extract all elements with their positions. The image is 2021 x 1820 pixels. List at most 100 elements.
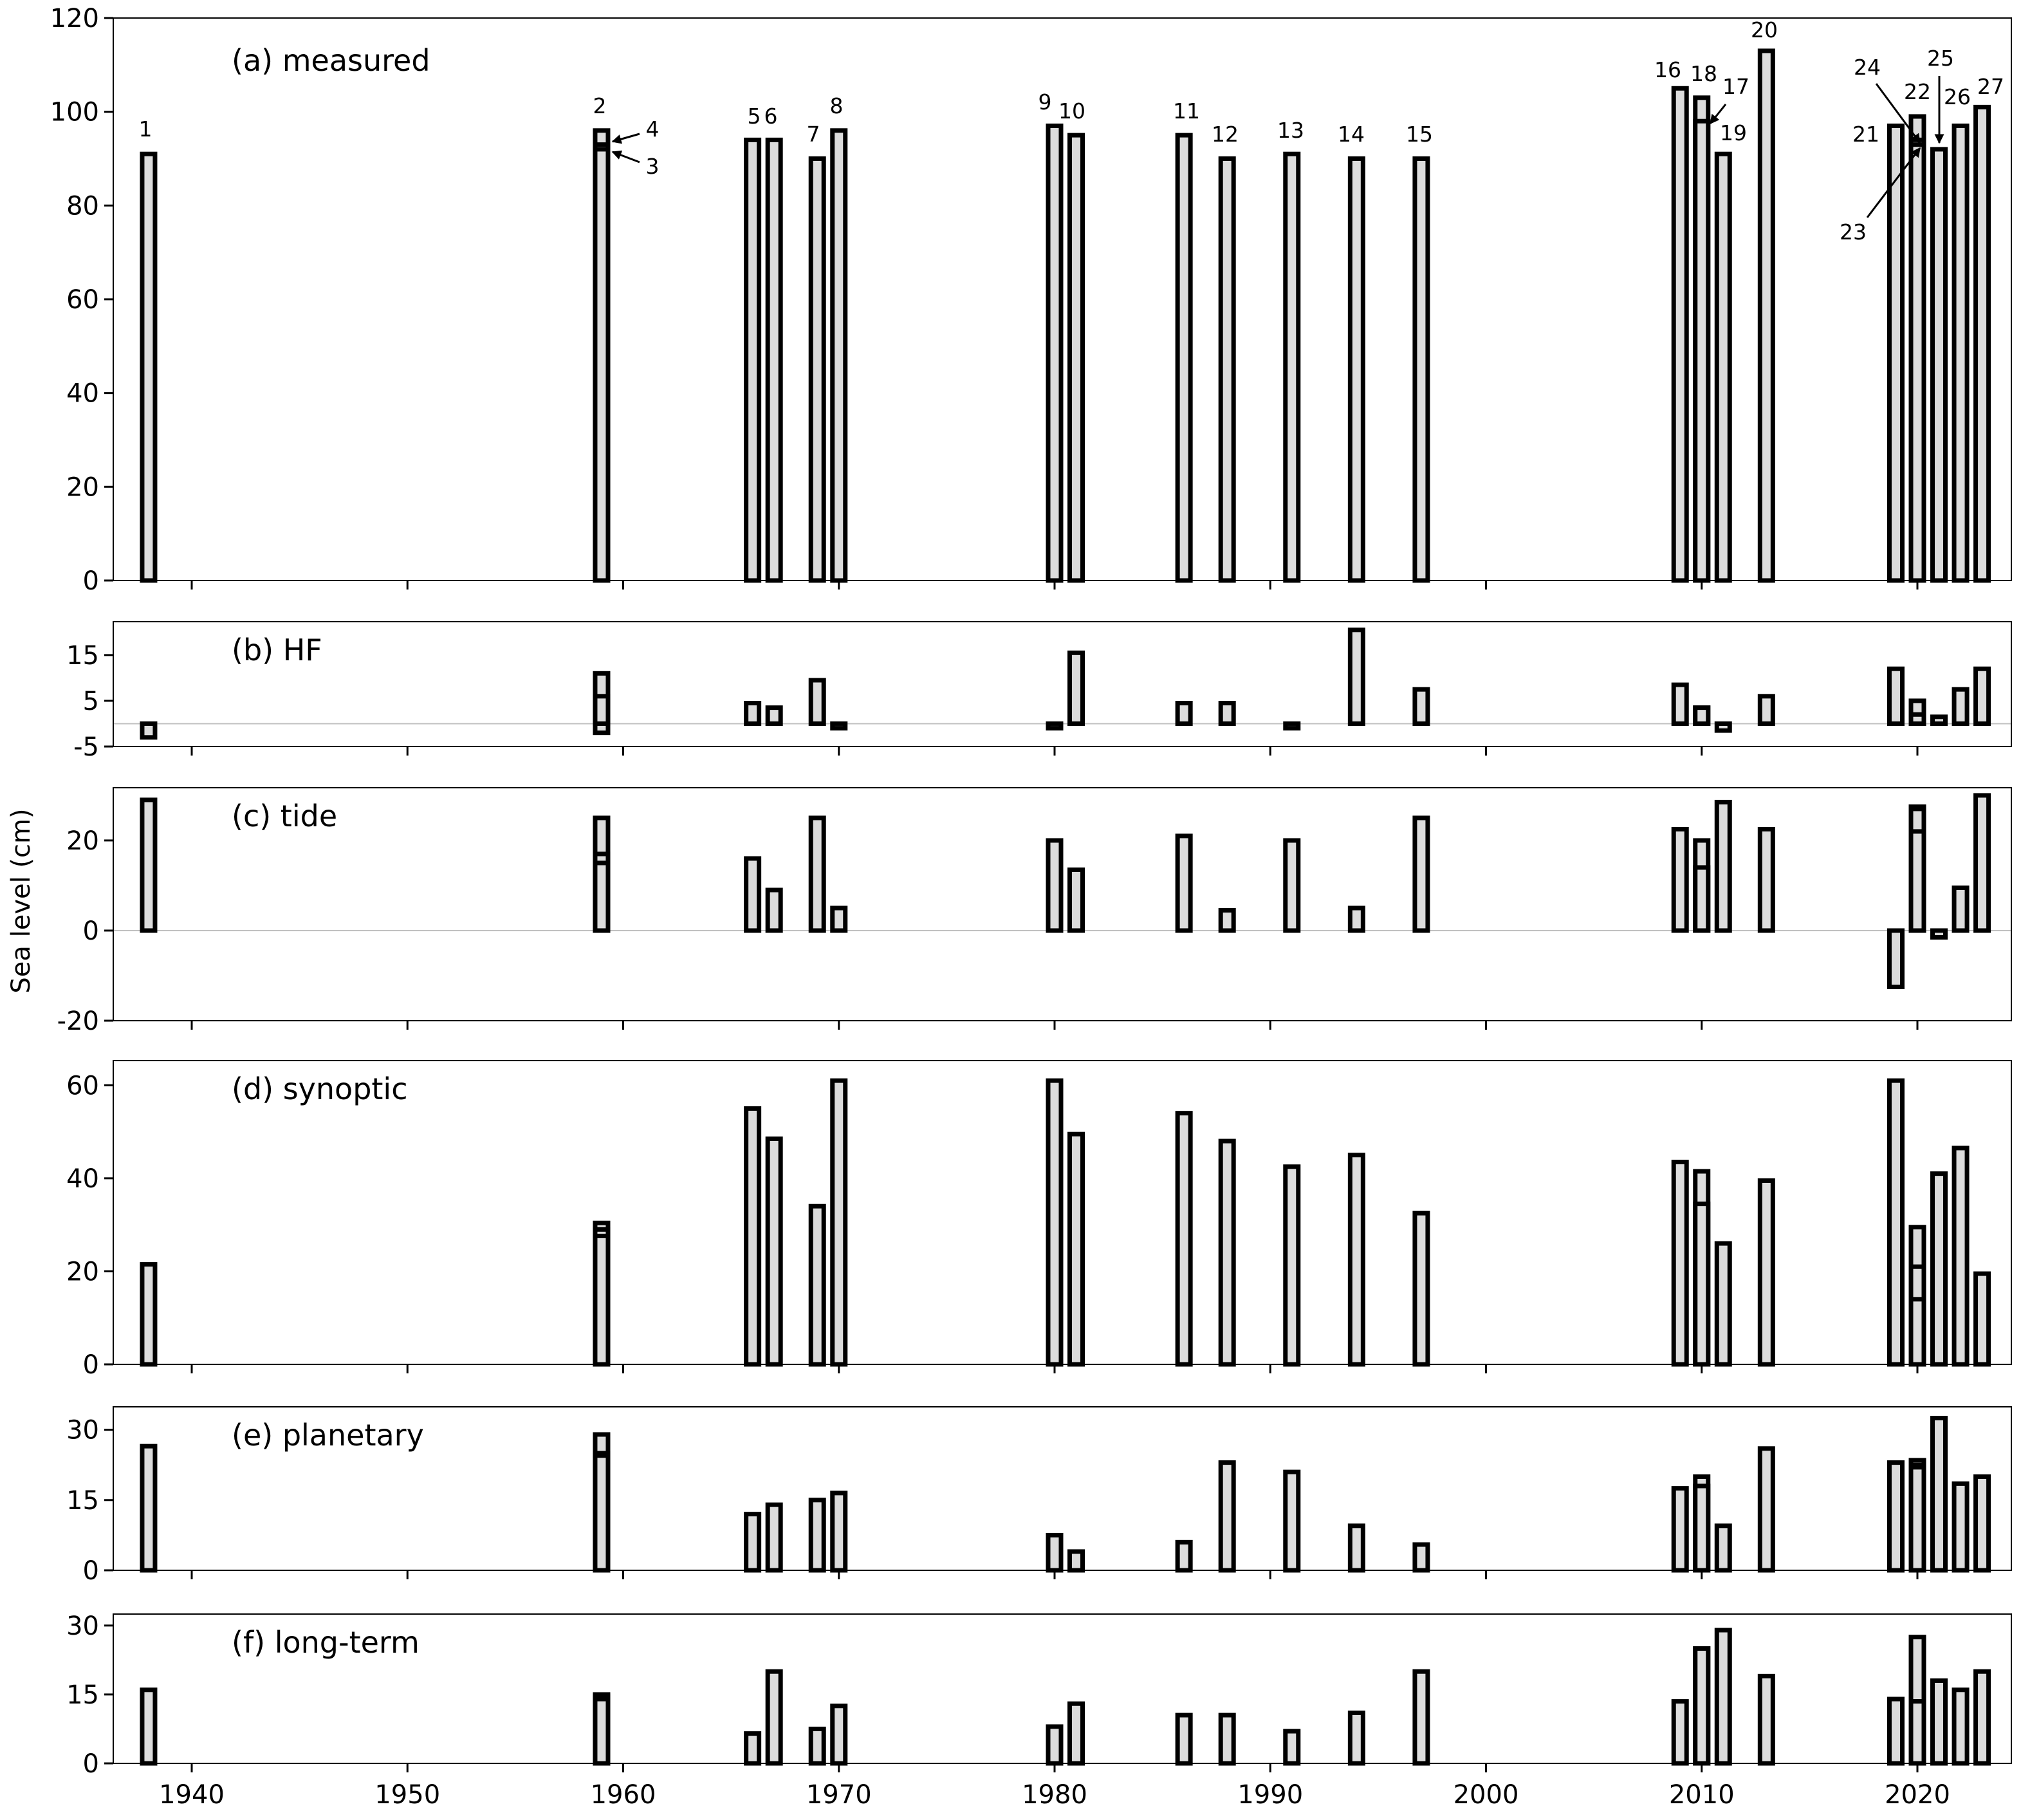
arrow-icon [1866,147,1921,218]
event-label-1: 1 [139,116,152,142]
bar-event-12 [1218,1713,1236,1766]
y-tick-label: 0 [83,1556,99,1586]
bar-event-20 [1757,48,1775,583]
bar-event-27 [1973,793,1991,933]
panel-title: (a) measured [232,43,430,78]
arrow-icon [1875,83,1921,144]
bar-event-8 [830,128,848,583]
bar-event-19 [1714,799,1732,933]
y-tick-label: 30 [66,1611,99,1641]
x-tick-label: 1940 [159,1780,225,1810]
event-label-12: 12 [1212,122,1239,147]
y-axis-label: Sea level (cm) [6,808,36,993]
bar-event-19 [1714,151,1732,583]
y-tick-label: 0 [83,1749,99,1779]
bar-event-14 [1347,627,1365,726]
y-tick-label: 20 [66,826,99,856]
bar-event-16 [1671,86,1689,583]
y-tick-label: 120 [50,4,99,33]
bar-event-17 [1693,118,1711,583]
x-tick-label: 1960 [591,1780,656,1810]
bar-event-12 [1218,907,1236,933]
bar-event-19 [1714,1241,1732,1367]
panel-3: -20 0 20 (c) tide [57,787,2012,1036]
bar-event-15 [1412,156,1430,583]
event-label-27: 27 [1977,74,2004,99]
bar-event-9 [1046,124,1064,583]
event-label-9: 9 [1038,89,1052,115]
bar-event-1 [140,721,158,740]
bar-event-19 [1714,1628,1732,1766]
event-label-21: 21 [1852,122,1879,147]
event-label-6: 6 [764,104,778,129]
event-label-20: 20 [1751,17,1778,42]
event-label-15: 15 [1406,122,1433,147]
bar-event-16 [1671,1699,1689,1766]
bar-event-21 [1887,124,1905,583]
bar-event-27 [1973,1474,1991,1573]
bar-event-13 [1283,838,1301,933]
bar-event-4 [593,1696,611,1766]
axes-frame [113,1613,2012,1764]
bar-event-6 [765,887,783,933]
bar-event-8 [830,1078,848,1367]
bar-event-26 [1952,1481,1970,1573]
x-tick-label: 1990 [1237,1780,1303,1810]
bar-event-15 [1412,687,1430,726]
bar-event-9 [1046,838,1064,933]
bar-event-18 [1693,1646,1711,1766]
bar-event-20 [1757,1446,1775,1573]
bar-event-26 [1952,1687,1970,1766]
y-tick-label: 0 [83,566,99,596]
bar-event-16 [1671,1160,1689,1367]
bar-event-1 [140,1444,158,1573]
bar-event-12 [1218,700,1236,726]
bar-event-7 [808,1498,826,1573]
bar-event-24 [1908,1699,1926,1766]
bar-event-3 [593,721,611,736]
bar-event-20 [1757,1673,1775,1766]
bar-event-21 [1887,666,1905,726]
y-tick-label: 40 [66,1164,99,1194]
bar-event-16 [1671,682,1689,726]
bar-event-21 [1887,1460,1905,1573]
bar-event-8 [830,1704,848,1766]
bar-event-8 [830,1490,848,1573]
panel-6: 0 15 30 1940 1950 1960 1970 1980 1990 2000 2010 202… [66,1611,2012,1810]
arrow-icon [611,133,640,144]
event-label-8: 8 [830,93,844,118]
y-tick-label: 15 [66,1680,99,1710]
bar-event-9 [1046,1532,1064,1573]
bar-event-8 [830,905,848,933]
bar-event-11 [1175,1111,1193,1367]
event-label-4: 4 [646,116,660,142]
bar-event-21 [1887,1696,1905,1766]
bar-event-15 [1412,1669,1430,1766]
bar-event-6 [765,1136,783,1367]
bar-event-21 [1887,1078,1905,1367]
y-tick-label: 20 [66,1257,99,1286]
bar-event-24 [1908,712,1926,726]
bar-event-1 [140,1262,158,1367]
event-label-22: 22 [1904,79,1931,104]
bar-event-27 [1973,104,1991,583]
bar-event-25 [1930,1415,1948,1573]
panel-title: (b) HF [232,633,322,667]
bar-event-27 [1973,1271,1991,1367]
bar-event-6 [765,1669,783,1766]
bar-event-7 [808,156,826,583]
event-label-19: 19 [1720,120,1747,145]
bar-event-5 [744,1106,762,1367]
bar-event-10 [1067,1549,1085,1573]
bar-event-10 [1067,867,1085,933]
bar-event-17 [1693,865,1711,933]
y-tick-label: -20 [57,1007,99,1036]
x-tick-label: 2020 [1885,1780,1950,1810]
bar-event-9 [1046,721,1064,731]
event-label-26: 26 [1944,84,1971,109]
bar-event-23 [1908,1465,1926,1573]
bar-event-5 [744,1731,762,1766]
bar-event-11 [1175,133,1193,583]
